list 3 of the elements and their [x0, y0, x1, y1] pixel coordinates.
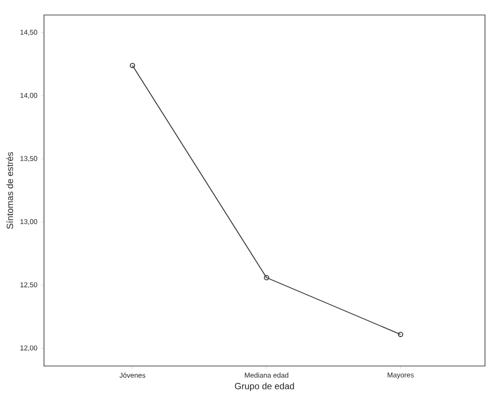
x-axis-title: Grupo de edad — [234, 382, 294, 392]
point — [264, 274, 270, 280]
y-axis-title: Síntomas de estrés — [6, 152, 14, 229]
